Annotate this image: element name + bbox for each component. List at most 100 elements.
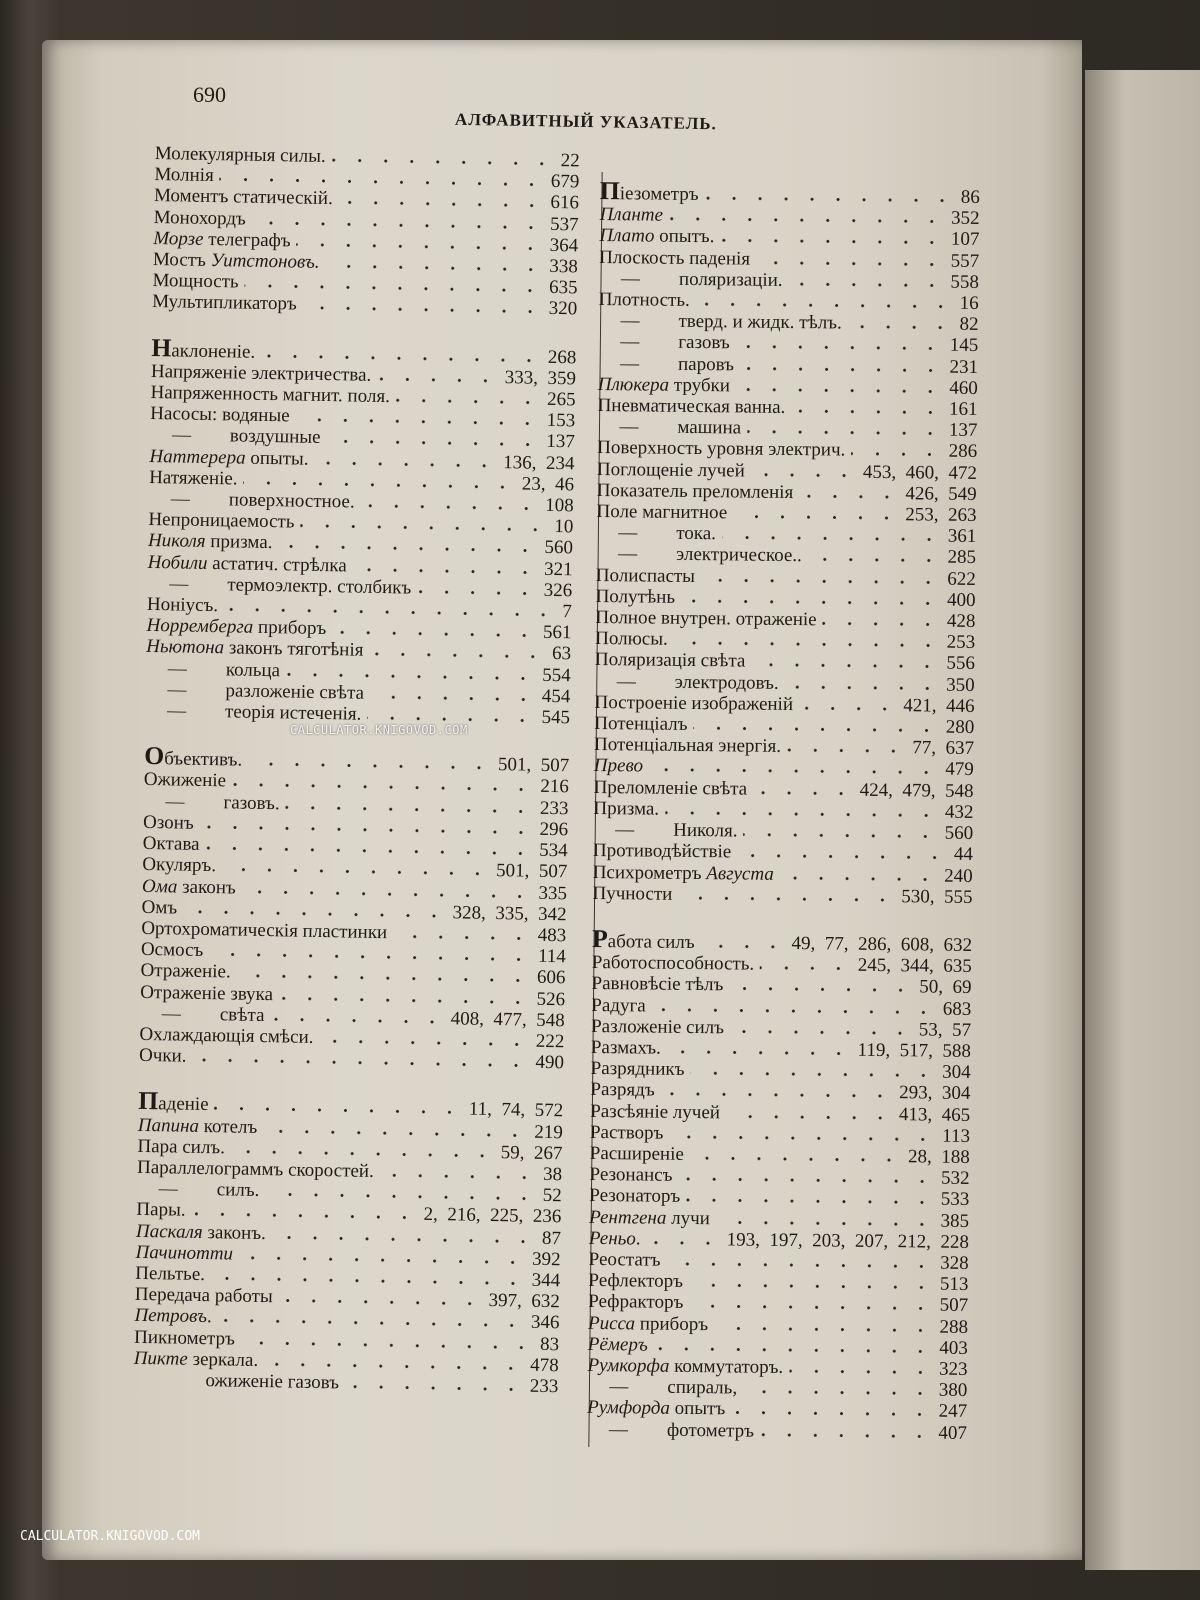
dot-leader — [326, 439, 541, 448]
dot-leader — [209, 952, 533, 962]
dot-leader — [238, 1255, 527, 1265]
dot-leader — [270, 1016, 445, 1024]
dot-leader — [221, 867, 491, 877]
dot-leader — [369, 694, 536, 702]
dot-leader — [731, 1410, 933, 1417]
page-refs: 22 — [560, 150, 580, 172]
entry-term: Очки. — [139, 1045, 187, 1067]
entry-text: Монохордъ — [153, 206, 247, 230]
ditto-dash: — — [171, 424, 192, 447]
page-refs: 136, 234 — [503, 451, 575, 475]
entry-text: Молекулярныя силы. — [154, 143, 326, 167]
page-refs: 285 — [947, 547, 977, 569]
dot-leader — [784, 684, 941, 691]
entry-term: Омъ — [141, 897, 177, 919]
dot-leader — [319, 1038, 530, 1047]
entry-term: Морзе телеграфъ — [153, 228, 291, 252]
entry-term: Пикнометръ — [134, 1326, 235, 1349]
page-refs: 253 — [946, 631, 976, 654]
entry-name-italic: Петровъ — [134, 1305, 208, 1328]
entry-text: Разсѣяніе лучей — [590, 1100, 721, 1123]
entry-term: Реостатъ — [589, 1249, 661, 1271]
dot-leader — [251, 220, 545, 230]
page-refs: 679 — [550, 171, 580, 193]
entry-term: Поглощеніе лучей — [597, 459, 745, 482]
page-refs: 537 — [549, 213, 579, 236]
entry-text: электродовъ. — [674, 671, 779, 694]
dot-leader — [331, 158, 555, 166]
page-refs: 113 — [942, 1125, 971, 1147]
dot-leader — [300, 523, 549, 533]
entry-term: Мостъ Уитстоновъ. — [153, 249, 320, 273]
entry-text: Показатель преломленія — [596, 479, 794, 503]
entry-term: — спираль, — [587, 1376, 737, 1399]
dot-leader — [395, 398, 542, 405]
entry-name-italic: Августа — [706, 862, 774, 885]
page-refs: 616 — [550, 192, 580, 214]
ditto-dash: — — [620, 331, 640, 353]
dot-leader — [668, 216, 946, 224]
entry-term: Полиспасты — [596, 565, 695, 587]
ditto-dash: — — [616, 670, 636, 693]
entry-term: Рентгена лучи — [589, 1206, 710, 1228]
page-refs: 38 — [542, 1163, 563, 1186]
entry-text: Натяженіе. — [148, 466, 238, 490]
entry-term: Пельтье. — [135, 1263, 205, 1285]
page-refs: 533 — [940, 1188, 970, 1211]
dot-leader — [231, 782, 535, 793]
page-refs: 63 — [551, 643, 572, 665]
entry-term: — тока. — [596, 522, 716, 544]
entry-term: — тверд. и жидк. тѣлъ. — [598, 310, 842, 334]
entry-term: Румкорфа коммутаторъ. — [587, 1355, 783, 1378]
entry-term: Николя призма. — [148, 530, 273, 553]
entry-term: Резонансъ — [589, 1164, 672, 1186]
entry-term: Пара силъ. — [137, 1136, 225, 1159]
entry-term: Рефракторъ — [588, 1291, 683, 1313]
entry-name-italic: Норремберга — [146, 615, 254, 639]
entry-text: Пикнометръ — [133, 1326, 236, 1350]
entry-text: силъ. — [216, 1179, 260, 1202]
entry-term: — теорія истеченія. — [145, 700, 362, 725]
entry-text: Озонъ — [142, 811, 194, 834]
page-refs: 606 — [536, 967, 566, 989]
entry-text: кольца — [225, 658, 281, 681]
dot-leader — [240, 1340, 535, 1350]
dot-leader — [759, 1432, 933, 1439]
dot-leader — [787, 748, 907, 754]
page-refs: 268 — [547, 346, 577, 369]
entry-name-italic: Планте — [599, 204, 664, 226]
dot-leader — [325, 264, 544, 272]
index-entry: Потенціальная энергія. 77, 637 — [594, 734, 974, 759]
entry-text: Плотность. — [598, 289, 690, 311]
entry-name-italic: Нобили — [147, 551, 208, 574]
entry-text: Отраженіе. — [140, 960, 231, 983]
page-refs: 408, 477, 548 — [450, 1008, 565, 1032]
dot-leader — [369, 652, 547, 660]
entry-term: Планте — [600, 204, 664, 226]
entry-text: разложеніе свѣта — [225, 680, 365, 704]
page-refs: 247 — [938, 1400, 968, 1423]
page-refs: 478 — [530, 1354, 559, 1376]
entry-term: Реньо. — [589, 1228, 641, 1250]
dot-leader — [737, 853, 948, 860]
page-refs: 534 — [539, 839, 568, 862]
entry-term: Объективъ. — [144, 741, 242, 771]
entry-text: приборъ — [253, 617, 327, 640]
dot-leader — [847, 324, 954, 330]
entry-term: Румфорда опытъ — [587, 1397, 725, 1420]
page-refs: 554 — [542, 664, 571, 687]
entry-text: Рефракторъ — [588, 1291, 684, 1314]
entry-text: Омъ — [141, 896, 178, 919]
page-refs: 82 — [959, 313, 979, 336]
entry-term: Молекулярныя силы. — [155, 143, 326, 167]
entry-term: Потенціалъ — [594, 713, 687, 735]
entry-name-italic: Николя — [147, 530, 206, 553]
ditto-dash: — — [167, 679, 187, 701]
entry-term: Пневматическая ванна. — [598, 395, 786, 418]
entry-text: Наклоненіе. — [151, 332, 256, 363]
entry-term: Работоспособность. — [592, 952, 755, 975]
page-refs: 350 — [946, 674, 975, 696]
dot-leader — [760, 965, 852, 971]
dot-leader — [851, 452, 943, 458]
dot-leader — [751, 663, 941, 670]
